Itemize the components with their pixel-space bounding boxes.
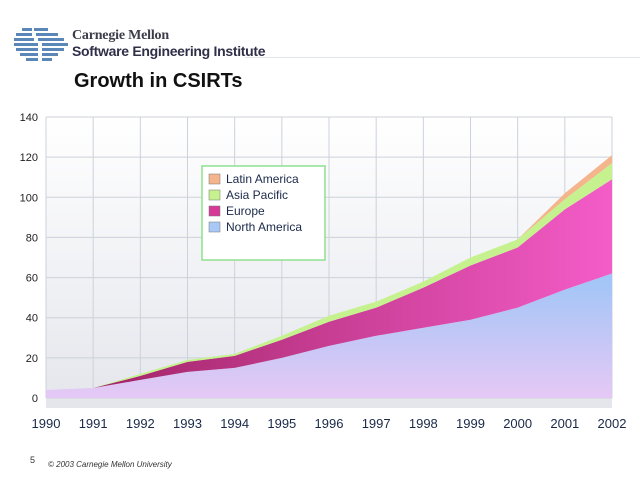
y-tick-label: 40 (26, 313, 38, 325)
x-tick-label: 1999 (456, 416, 485, 431)
legend-label-north-america: North America (226, 220, 302, 234)
logo-text-carnegie-mellon: Carnegie Mellon (72, 28, 169, 43)
series-area-europe (46, 179, 612, 390)
x-tick-label: 2000 (503, 416, 532, 431)
sei-logo-icon (14, 28, 68, 61)
copyright-text: © 2003 Carnegie Mellon University (48, 460, 172, 469)
x-tick-label: 2001 (550, 416, 579, 431)
y-tick-label: 0 (32, 393, 38, 405)
sei-logo: Carnegie Mellon Software Engineering Ins… (12, 26, 266, 62)
slide-title: Growth in CSIRTs (74, 70, 243, 92)
legend-label-latin-america: Latin America (226, 172, 299, 186)
y-tick-label: 80 (26, 232, 38, 244)
legend-label-europe: Europe (226, 204, 265, 218)
x-tick-label: 1991 (79, 416, 108, 431)
header-divider (245, 57, 640, 58)
x-tick-label: 1995 (267, 416, 296, 431)
y-tick-label: 60 (26, 273, 38, 285)
x-tick-label: 1990 (32, 416, 61, 431)
legend-swatch-asia-pacific (208, 189, 221, 201)
page-number: 5 (30, 455, 36, 465)
y-tick-label: 120 (20, 152, 38, 164)
legend-swatch-latin-america (208, 173, 221, 185)
x-tick-label: 1997 (362, 416, 391, 431)
y-tick-label: 140 (20, 112, 38, 124)
legend-swatch-europe (208, 205, 221, 217)
x-tick-label: 1992 (126, 416, 155, 431)
x-tick-label: 2002 (598, 416, 627, 431)
legend-label-asia-pacific: Asia Pacific (226, 188, 288, 202)
x-tick-label: 1998 (409, 416, 438, 431)
y-tick-label: 100 (20, 192, 38, 204)
series-area-north-america (46, 273, 612, 398)
logo-text-sei: Software Engineering Institute (72, 43, 266, 59)
legend-swatch-north-america (208, 221, 221, 233)
legend-box (201, 165, 326, 261)
y-tick-label: 20 (26, 353, 38, 365)
x-tick-label: 1996 (315, 416, 344, 431)
x-tick-label: 1994 (220, 416, 249, 431)
x-tick-label: 1993 (173, 416, 202, 431)
